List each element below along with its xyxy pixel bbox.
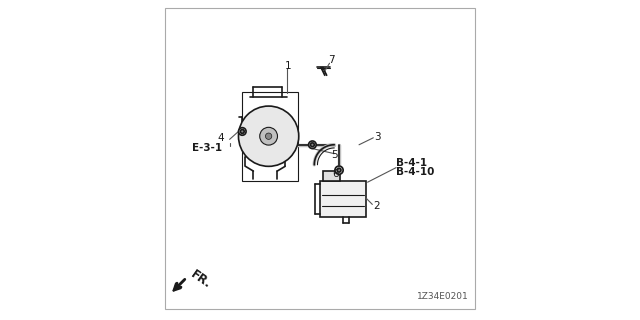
Circle shape [241,130,244,133]
Circle shape [308,141,316,148]
Text: E-3-1: E-3-1 [191,143,221,153]
Text: B-4-10: B-4-10 [396,167,435,177]
Circle shape [335,166,343,174]
Text: 6: 6 [332,169,339,179]
Circle shape [337,168,341,172]
Text: 3: 3 [374,132,381,142]
Text: 1: 1 [285,61,292,71]
Text: B-4-1: B-4-1 [396,158,428,168]
Bar [320,180,366,217]
Text: 2: 2 [373,201,380,211]
Text: FR.: FR. [188,267,214,291]
Circle shape [266,133,272,140]
Circle shape [239,128,246,135]
Text: 1Z34E0201: 1Z34E0201 [417,292,469,301]
Circle shape [260,127,278,145]
Text: 4: 4 [217,133,224,143]
Bar [243,92,298,180]
Bar [323,171,340,180]
Circle shape [239,106,299,166]
Text: 5: 5 [332,150,338,160]
Circle shape [310,143,314,147]
Text: 7: 7 [328,55,335,65]
